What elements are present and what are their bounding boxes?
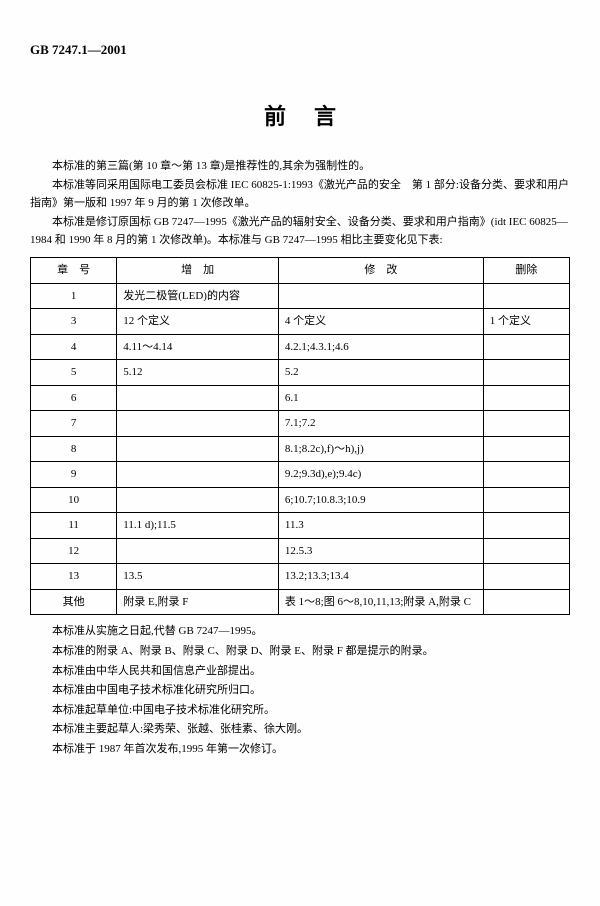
outro-paragraph-6: 本标准主要起草人:梁秀荣、张越、张桂素、徐大刚。 bbox=[30, 721, 570, 739]
cell-chapter: 1 bbox=[31, 283, 117, 309]
table-header-chapter: 章 号 bbox=[31, 258, 117, 284]
table-row: 1313.513.2;13.3;13.4 bbox=[31, 564, 570, 590]
cell-modify bbox=[278, 283, 483, 309]
cell-add bbox=[117, 411, 279, 437]
cell-chapter: 5 bbox=[31, 360, 117, 386]
table-row: 7 7.1;7.2 bbox=[31, 411, 570, 437]
cell-delete bbox=[483, 436, 569, 462]
cell-add bbox=[117, 538, 279, 564]
cell-delete bbox=[483, 360, 569, 386]
outro-paragraph-2: 本标准的附录 A、附录 B、附录 C、附录 D、附录 E、附录 F 都是提示的附… bbox=[30, 643, 570, 661]
cell-modify: 4 个定义 bbox=[278, 309, 483, 335]
cell-chapter: 10 bbox=[31, 487, 117, 513]
outro-paragraph-3: 本标准由中华人民共和国信息产业部提出。 bbox=[30, 663, 570, 681]
cell-chapter: 8 bbox=[31, 436, 117, 462]
cell-add: 13.5 bbox=[117, 564, 279, 590]
cell-chapter: 4 bbox=[31, 334, 117, 360]
cell-modify: 6;10.7;10.8.3;10.9 bbox=[278, 487, 483, 513]
cell-delete bbox=[483, 513, 569, 539]
table-header-row: 章 号 增 加 修 改 删除 bbox=[31, 258, 570, 284]
cell-delete: 1 个定义 bbox=[483, 309, 569, 335]
cell-delete bbox=[483, 283, 569, 309]
outro-paragraph-7: 本标准于 1987 年首次发布,1995 年第一次修订。 bbox=[30, 741, 570, 759]
cell-chapter: 3 bbox=[31, 309, 117, 335]
cell-delete bbox=[483, 564, 569, 590]
cell-chapter: 其他 bbox=[31, 589, 117, 615]
table-row: 其他附录 E,附录 F表 1～8;图 6～8,10,11,13;附录 A,附录 … bbox=[31, 589, 570, 615]
table-row: 10 6;10.7;10.8.3;10.9 bbox=[31, 487, 570, 513]
cell-chapter: 13 bbox=[31, 564, 117, 590]
cell-modify: 7.1;7.2 bbox=[278, 411, 483, 437]
cell-delete bbox=[483, 385, 569, 411]
intro-paragraph-1: 本标准的第三篇(第 10 章～第 13 章)是推荐性的,其余为强制性的。 bbox=[30, 158, 570, 176]
cell-modify: 表 1～8;图 6～8,10,11,13;附录 A,附录 C bbox=[278, 589, 483, 615]
cell-add: 5.12 bbox=[117, 360, 279, 386]
table-row: 1发光二极管(LED)的内容 bbox=[31, 283, 570, 309]
outro-paragraph-1: 本标准从实施之日起,代替 GB 7247—1995。 bbox=[30, 623, 570, 641]
intro-paragraph-2: 本标准等同采用国际电工委员会标准 IEC 60825-1:1993《激光产品的安… bbox=[30, 177, 570, 212]
cell-add bbox=[117, 487, 279, 513]
table-row: 9 9.2;9.3d),e);9.4c) bbox=[31, 462, 570, 488]
outro-paragraph-5: 本标准起草单位:中国电子技术标准化研究所。 bbox=[30, 702, 570, 720]
cell-add: 12 个定义 bbox=[117, 309, 279, 335]
cell-delete bbox=[483, 411, 569, 437]
table-header-add: 增 加 bbox=[117, 258, 279, 284]
page: GB 7247.1—2001 前言 本标准的第三篇(第 10 章～第 13 章)… bbox=[0, 0, 600, 906]
cell-add bbox=[117, 436, 279, 462]
cell-add bbox=[117, 385, 279, 411]
cell-add: 附录 E,附录 F bbox=[117, 589, 279, 615]
cell-delete bbox=[483, 538, 569, 564]
cell-add: 发光二极管(LED)的内容 bbox=[117, 283, 279, 309]
table-row: 312 个定义4 个定义1 个定义 bbox=[31, 309, 570, 335]
cell-chapter: 11 bbox=[31, 513, 117, 539]
intro-paragraph-3: 本标准是修订原国标 GB 7247—1995《激光产品的辐射安全、设备分类、要求… bbox=[30, 214, 570, 249]
page-title: 前言 bbox=[30, 100, 570, 133]
cell-modify: 6.1 bbox=[278, 385, 483, 411]
cell-chapter: 9 bbox=[31, 462, 117, 488]
table-row: 12 12.5.3 bbox=[31, 538, 570, 564]
cell-modify: 5.2 bbox=[278, 360, 483, 386]
document-code: GB 7247.1—2001 bbox=[30, 40, 570, 60]
table-row: 66.1 bbox=[31, 385, 570, 411]
cell-chapter: 7 bbox=[31, 411, 117, 437]
table-row: 8 8.1;8.2c),f)～h),j) bbox=[31, 436, 570, 462]
changes-table: 章 号 增 加 修 改 删除 1发光二极管(LED)的内容312 个定义4 个定… bbox=[30, 257, 570, 615]
cell-chapter: 12 bbox=[31, 538, 117, 564]
cell-add: 11.1 d);11.5 bbox=[117, 513, 279, 539]
cell-modify: 12.5.3 bbox=[278, 538, 483, 564]
cell-chapter: 6 bbox=[31, 385, 117, 411]
cell-modify: 4.2.1;4.3.1;4.6 bbox=[278, 334, 483, 360]
cell-delete bbox=[483, 334, 569, 360]
table-row: 1111.1 d);11.511.3 bbox=[31, 513, 570, 539]
table-row: 44.11～4.144.2.1;4.3.1;4.6 bbox=[31, 334, 570, 360]
cell-modify: 8.1;8.2c),f)～h),j) bbox=[278, 436, 483, 462]
cell-modify: 9.2;9.3d),e);9.4c) bbox=[278, 462, 483, 488]
cell-delete bbox=[483, 487, 569, 513]
cell-modify: 11.3 bbox=[278, 513, 483, 539]
cell-add bbox=[117, 462, 279, 488]
table-header-modify: 修 改 bbox=[278, 258, 483, 284]
table-row: 55.125.2 bbox=[31, 360, 570, 386]
cell-modify: 13.2;13.3;13.4 bbox=[278, 564, 483, 590]
cell-add: 4.11～4.14 bbox=[117, 334, 279, 360]
table-header-delete: 删除 bbox=[483, 258, 569, 284]
outro-paragraph-4: 本标准由中国电子技术标准化研究所归口。 bbox=[30, 682, 570, 700]
cell-delete bbox=[483, 462, 569, 488]
cell-delete bbox=[483, 589, 569, 615]
